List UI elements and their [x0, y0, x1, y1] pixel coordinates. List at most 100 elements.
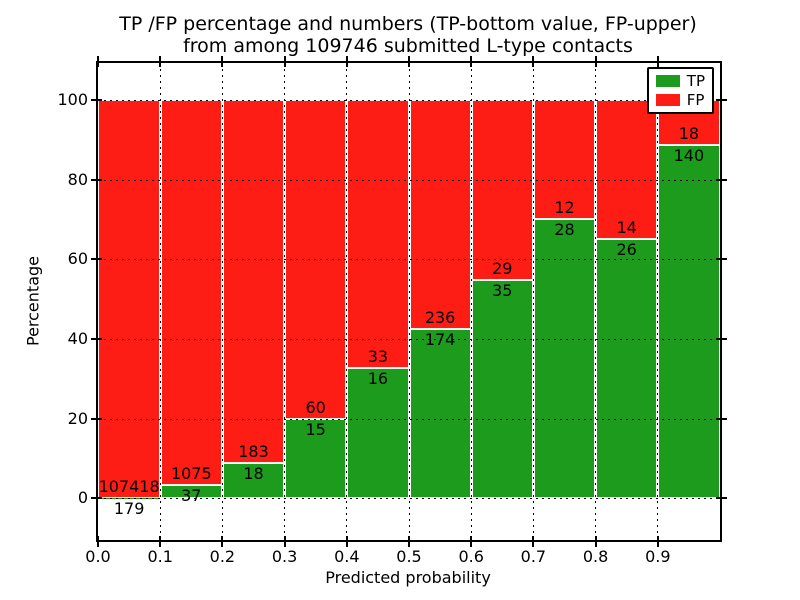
- x-tick-mark-top: [283, 56, 286, 67]
- bar-fp-segment: [222, 100, 285, 463]
- x-tick-mark-bottom: [345, 536, 348, 547]
- bar-tp-segment: [409, 329, 472, 499]
- y-tick-label: 40: [67, 328, 88, 348]
- chart-title-line1: TP /FP percentage and numbers (TP-bottom…: [119, 13, 697, 35]
- chart-title: TP /FP percentage and numbers (TP-bottom…: [8, 13, 800, 57]
- x-tick-mark-bottom: [470, 536, 473, 547]
- x-tick-mark-bottom: [221, 536, 224, 547]
- y-tick-mark-left: [91, 178, 102, 181]
- y-tick-label: 20: [67, 408, 88, 428]
- bar-tp-segment: [533, 219, 596, 499]
- legend-item-tp: TP: [655, 72, 705, 90]
- legend-label-tp: TP: [686, 72, 705, 90]
- gridline-vertical: [346, 63, 348, 540]
- legend-label-fp: FP: [686, 91, 705, 109]
- fp-count-label: 12: [554, 198, 575, 218]
- fp-count-label: 33: [367, 347, 389, 367]
- x-tick-mark-top: [221, 56, 224, 67]
- x-tick-label: 0.3: [271, 547, 298, 566]
- fp-count-label: 60: [305, 397, 326, 417]
- bar-fp-segment: [284, 100, 347, 419]
- y-tick-mark-right: [716, 417, 727, 420]
- fp-count-label: 107418: [98, 476, 160, 496]
- tp-count-label: 35: [492, 281, 513, 301]
- gridline-vertical: [532, 63, 534, 540]
- x-tick-mark-bottom: [656, 536, 659, 547]
- tp-count-label: 18: [243, 463, 264, 483]
- gridline-horizontal: [98, 338, 720, 340]
- x-tick-mark-bottom: [532, 536, 535, 547]
- tp-count-label: 26: [616, 240, 637, 260]
- x-tick-mark-top: [97, 56, 99, 67]
- bar-tp-segment: [284, 418, 347, 499]
- tp-count-label: 174: [424, 330, 456, 350]
- y-tick-mark-right: [716, 497, 727, 500]
- tp-count-label: 28: [554, 220, 575, 240]
- x-tick-label: 0.7: [520, 547, 547, 566]
- bar-tp-segment: [346, 368, 409, 499]
- tp-count-label: 15: [305, 419, 326, 439]
- y-tick-mark-left: [91, 258, 102, 261]
- bar-fp-segment: [160, 100, 223, 485]
- legend-item-fp: FP: [655, 91, 705, 109]
- y-tick-mark-right: [716, 258, 727, 261]
- gridline-vertical: [470, 63, 472, 540]
- fp-count-label: 1075: [170, 463, 212, 483]
- bar-fp-segment: [98, 100, 161, 498]
- bar-tp-segment: [98, 497, 161, 499]
- y-tick-label: 0: [77, 488, 88, 508]
- y-tick-label: 80: [67, 169, 88, 189]
- bar-tp-segment: [222, 462, 285, 499]
- gridline-vertical: [221, 63, 223, 540]
- y-tick-label: 60: [67, 249, 88, 269]
- fp-count-label: 29: [492, 259, 513, 279]
- gridline-horizontal: [98, 498, 720, 500]
- gridline-vertical: [284, 63, 286, 540]
- gridline-vertical: [408, 63, 410, 540]
- gridline-horizontal: [98, 100, 720, 102]
- bar-tp-segment: [471, 280, 534, 499]
- gridline-horizontal: [98, 418, 720, 420]
- x-tick-mark-top: [345, 56, 348, 67]
- x-tick-mark-top: [408, 56, 410, 67]
- fp-color-swatch: [655, 94, 680, 106]
- tp-count-label: 37: [181, 485, 202, 505]
- y-tick-mark-left: [91, 337, 102, 340]
- x-tick-mark-bottom: [159, 536, 162, 547]
- x-tick-label: 0.4: [334, 547, 360, 566]
- x-tick-mark-bottom: [408, 536, 410, 547]
- y-tick-mark-left: [91, 99, 102, 102]
- y-axis-title: Percentage: [23, 255, 43, 347]
- plot-inner: 107418 179 1075 37 183 18 60 15 33 16 236 174 29 35 12…: [57, 56, 727, 566]
- x-tick-mark-bottom: [594, 536, 597, 547]
- tp-count-label: 16: [367, 369, 389, 389]
- legend: TP FP: [646, 67, 714, 114]
- fp-count-label: 236: [424, 308, 456, 328]
- bar-fp-segment: [409, 100, 472, 330]
- plot-area: 107418 179 1075 37 183 18 60 15 33 16 236 174 29 35 12…: [57, 56, 727, 566]
- x-tick-label: 0.6: [458, 547, 484, 566]
- y-tick-mark-right: [716, 99, 727, 102]
- bar-fp-segment: [346, 100, 409, 369]
- bar-tp-segment: [657, 145, 720, 499]
- y-tick-mark-right: [716, 337, 727, 340]
- bar-tp-segment: [595, 239, 658, 499]
- gridline-vertical: [159, 63, 161, 540]
- x-tick-label: 0.8: [582, 547, 609, 566]
- bar-fp-segment: [595, 100, 658, 240]
- bar-fp-segment: [533, 100, 596, 220]
- tp-color-swatch: [655, 75, 680, 87]
- bar-tp-segment: [160, 484, 223, 499]
- gridline-horizontal: [98, 259, 720, 261]
- bar-fp-segment: [471, 100, 534, 281]
- x-tick-mark-top: [159, 56, 162, 67]
- x-tick-mark-top: [470, 56, 473, 67]
- y-tick-label: 100: [57, 90, 88, 110]
- tp-count-label: 140: [673, 146, 705, 166]
- gridline-vertical: [657, 63, 659, 540]
- gridline-vertical: [595, 63, 597, 540]
- x-tick-mark-bottom: [283, 536, 286, 547]
- x-tick-label: 0.9: [645, 547, 671, 566]
- x-tick-label: 0.1: [147, 547, 173, 566]
